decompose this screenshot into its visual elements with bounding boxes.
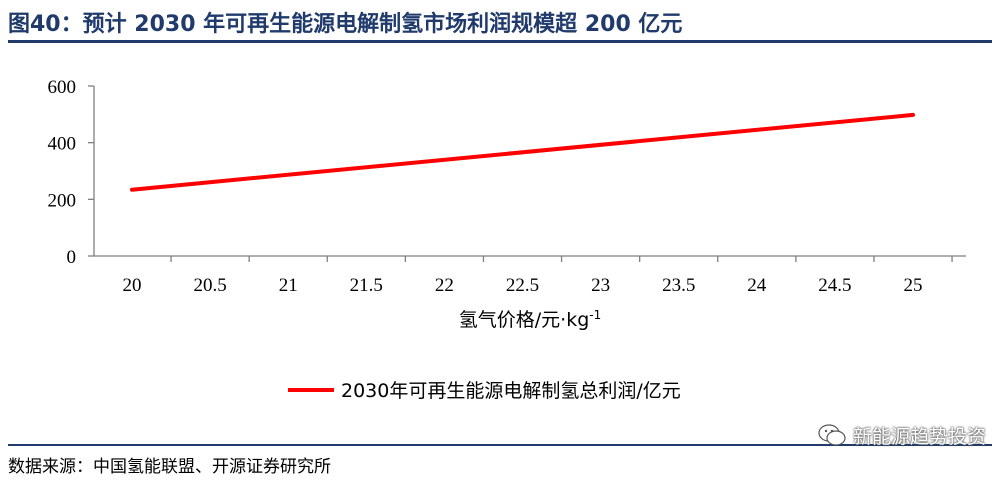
- line-chart: 0 200 400 600 20 20.5 21 21.5 22 22.5 23 23.5 24 24.5…: [48, 77, 966, 402]
- x-tick-label: 22: [435, 275, 454, 296]
- watermark: 新能源趋势投资: [817, 420, 986, 450]
- y-tick-label: 0: [67, 247, 77, 268]
- figure-header: 图40：预计 2030 年可再生能源电解制氢市场利润规模超 200 亿元: [8, 4, 992, 40]
- title-divider: [8, 40, 992, 43]
- x-tick-label: 21.5: [350, 275, 383, 296]
- x-tick-label: 21: [279, 275, 298, 296]
- x-tick-label: 24.5: [818, 275, 851, 296]
- x-tick-label: 20: [123, 275, 142, 296]
- x-tick-label: 23.5: [662, 275, 695, 296]
- y-tick-label: 600: [48, 77, 77, 98]
- y-tick-label: 400: [48, 134, 77, 155]
- watermark-text: 新能源趋势投资: [852, 425, 986, 448]
- series-line: [130, 112, 915, 192]
- source-divider: [8, 444, 992, 446]
- x-tick-label: 25: [904, 275, 923, 296]
- figure-title: 图40：预计 2030 年可再生能源电解制氢市场利润规模超 200 亿元: [8, 12, 683, 37]
- x-tick-label: 24: [747, 275, 767, 296]
- x-axis-title: 氢气价格/元·kg-1: [459, 308, 601, 331]
- y-tick-label: 200: [48, 190, 77, 211]
- wechat-icon: [818, 424, 846, 446]
- x-tick-label: 20.5: [193, 275, 226, 296]
- source-note: 数据来源：中国氢能联盟、开源证券研究所: [8, 457, 331, 477]
- x-tick-label: 23: [591, 275, 610, 296]
- x-tick-label: 22.5: [506, 275, 539, 296]
- legend-label: 2030年可再生能源电解制氢总利润/亿元: [341, 380, 681, 402]
